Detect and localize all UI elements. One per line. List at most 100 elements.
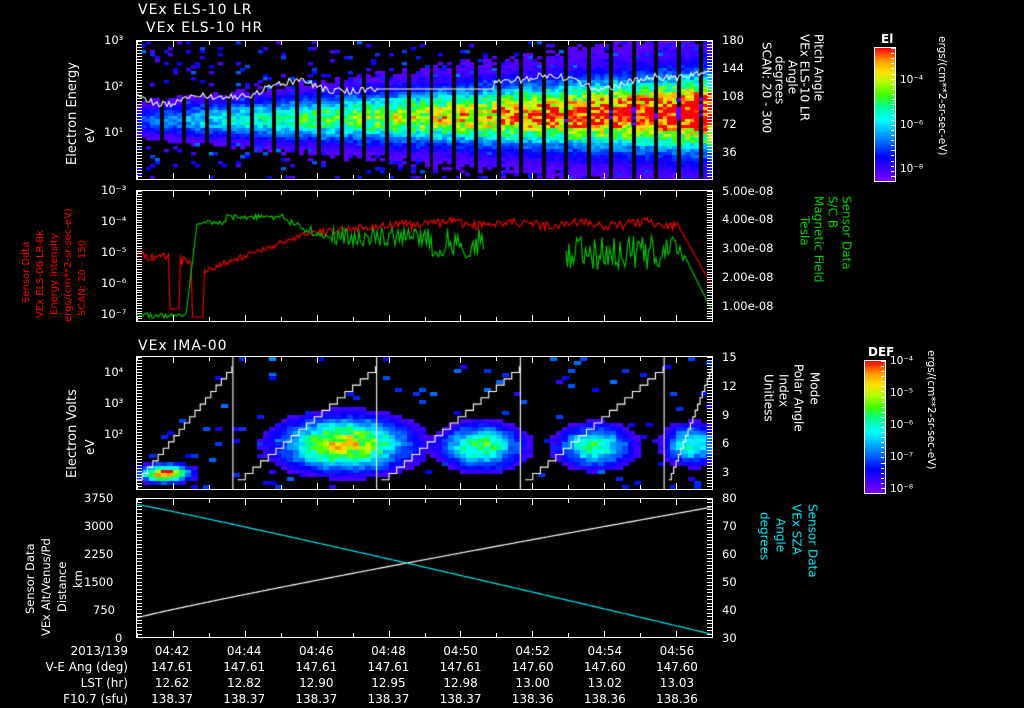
axis-minor-tick [137,360,142,361]
axis-minor-tick [707,125,712,126]
axis-minor-tick [137,486,142,487]
bottom-cell-lst-3: 12.95 [371,676,406,690]
axis-minor-tick [137,158,142,159]
axis-minor-tick [137,131,142,132]
panel1-ytick-1: 10² [104,79,124,93]
panel4-y2tick-2: 60 [722,547,737,561]
axis-minor-tick [137,366,142,367]
axis-minor-tick [137,305,142,307]
axis-time-tick [532,483,534,489]
axis-minor-tick [707,113,712,114]
axis-time-tick [137,499,138,503]
axis-time-tick [208,485,210,489]
axis-minor-tick [137,465,142,466]
axis-minor-tick [137,256,142,257]
panel4-y2tick-5: 30 [722,631,737,645]
axis-minor-tick [137,44,142,45]
panel4-line-canvas [137,499,712,637]
axis-time-tick [532,191,534,197]
axis-time-tick [316,173,318,179]
axis-minor-tick [137,235,142,237]
panel3-plot-area[interactable] [136,356,713,490]
axis-time-tick [676,483,678,489]
axis-time-tick [496,357,498,361]
colorbar-tick [891,145,894,147]
axis-time-tick [388,191,390,197]
axis-minor-tick [707,284,712,286]
axis-minor-tick [707,89,712,90]
axis-time-tick [137,357,138,361]
colorbar-tick [881,457,884,459]
axis-minor-tick [707,435,712,436]
axis-time-tick [532,41,534,47]
axis-time-tick [676,315,678,321]
axis-time-tick [352,633,354,637]
axis-minor-tick [707,474,712,475]
axis-minor-tick [707,456,712,457]
axis-minor-tick [137,453,142,454]
axis-time-tick [137,175,138,179]
axis-minor-tick [137,462,142,463]
bottom-cell-ve-ang-7: 147.60 [655,660,698,674]
panel4-ytick-2: 2250 [84,547,114,561]
bottom-cell-lst-7: 13.03 [659,676,695,690]
axis-minor-tick [707,95,712,96]
axis-minor-tick [137,637,142,638]
axis-minor-tick [137,300,142,302]
axis-time-tick [568,41,570,45]
axis-minor-tick [707,453,712,454]
axis-time-tick [172,41,174,47]
panel3-y2tick-2: 9 [722,408,730,422]
axis-minor-tick [137,248,142,250]
axis-minor-tick [137,564,142,566]
axis-time-tick [316,191,318,197]
axis-minor-tick [137,540,142,542]
axis-minor-tick [137,630,142,632]
panel1-plot-area[interactable] [136,40,713,180]
axis-minor-tick [707,56,712,57]
colorbar-tick [891,78,894,80]
axis-time-tick [496,191,498,195]
axis-time-tick [460,315,462,321]
colorbar-tick [881,401,884,403]
axis-time-tick [208,317,210,321]
axis-minor-tick [137,533,142,535]
axis-minor-tick [707,564,712,566]
bottom-cell-time-7: 04:56 [659,644,695,658]
axis-minor-tick [707,211,712,213]
axis-time-tick [280,41,282,45]
bottom-cell-time-1: 04:44 [226,644,262,658]
axis-minor-tick [707,405,712,406]
axis-minor-tick [707,633,712,635]
axis-minor-tick [137,578,142,580]
axis-minor-tick [707,502,712,504]
bottom-cell-lst-0: 12.62 [154,676,190,690]
panel2-plot-area[interactable] [136,190,713,322]
axis-minor-tick [707,204,712,205]
axis-minor-tick [707,297,712,299]
panel4-plot-area[interactable] [136,498,713,638]
colorbar-tick [891,99,896,101]
axis-minor-tick [137,232,142,234]
axis-time-tick [137,41,138,45]
axis-minor-tick [137,405,142,406]
axis-time-tick [424,41,426,45]
axis-minor-tick [707,578,712,580]
axis-time-tick [424,485,426,489]
axis-minor-tick [707,315,712,317]
axis-minor-tick [137,92,142,93]
axis-minor-tick [137,605,142,607]
panel2-ytick-1: 10⁻⁴ [101,214,127,228]
axis-minor-tick [707,230,712,231]
panel3-colorbar [864,360,886,494]
axis-minor-tick [707,396,712,397]
axis-minor-tick [707,269,712,270]
axis-minor-tick [707,173,712,174]
axis-minor-tick [707,357,712,358]
axis-time-tick [172,173,174,179]
axis-time-tick [424,175,426,179]
colorbar-tick [881,391,884,393]
axis-minor-tick [707,592,712,594]
axis-time-tick [640,499,642,503]
axis-minor-tick [137,602,142,604]
